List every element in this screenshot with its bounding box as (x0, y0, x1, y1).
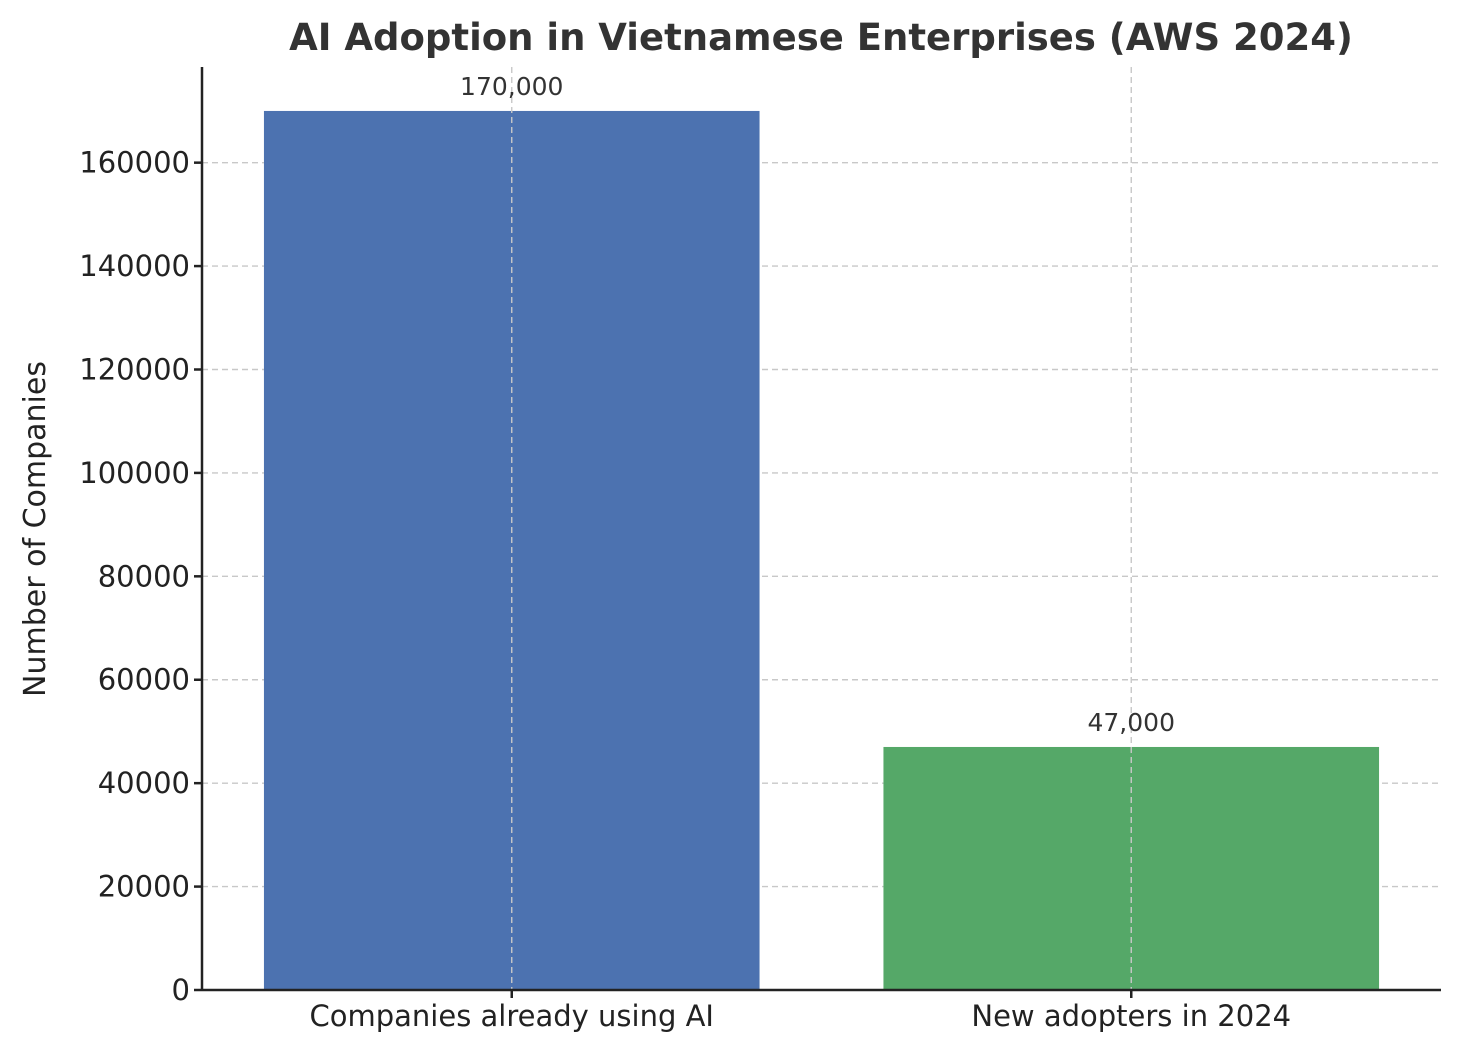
y-tick-label: 140000 (79, 249, 190, 283)
bar-value-label: 170,000 (460, 72, 563, 101)
y-tick-label: 160000 (79, 146, 190, 180)
vertical-grid-layer (511, 67, 1132, 990)
x-tick-label: New adopters in 2024 (971, 999, 1291, 1033)
y-tick-label: 100000 (79, 456, 190, 490)
x-ticks-layer: Companies already using AI New adopters i… (310, 990, 1291, 1033)
chart-title: AI Adoption in Vietnamese Enterprises (A… (289, 16, 1353, 59)
y-ticks-layer: 0 20000 40000 60000 80000 100000 120000 140000 1… (79, 146, 202, 1007)
bars-layer (263, 110, 1380, 990)
y-tick-label: 0 (172, 973, 190, 1007)
y-axis-title: Number of Companies (18, 361, 53, 697)
data-labels-layer: 170,000 47,000 (460, 72, 1175, 737)
y-tick-label: 80000 (98, 559, 190, 593)
y-tick-label: 120000 (79, 352, 190, 386)
bar-value-label: 47,000 (1088, 708, 1175, 737)
y-tick-label: 60000 (98, 663, 190, 697)
y-tick-label: 40000 (98, 766, 190, 800)
y-tick-label: 20000 (98, 870, 190, 904)
x-tick-label: Companies already using AI (310, 999, 715, 1033)
